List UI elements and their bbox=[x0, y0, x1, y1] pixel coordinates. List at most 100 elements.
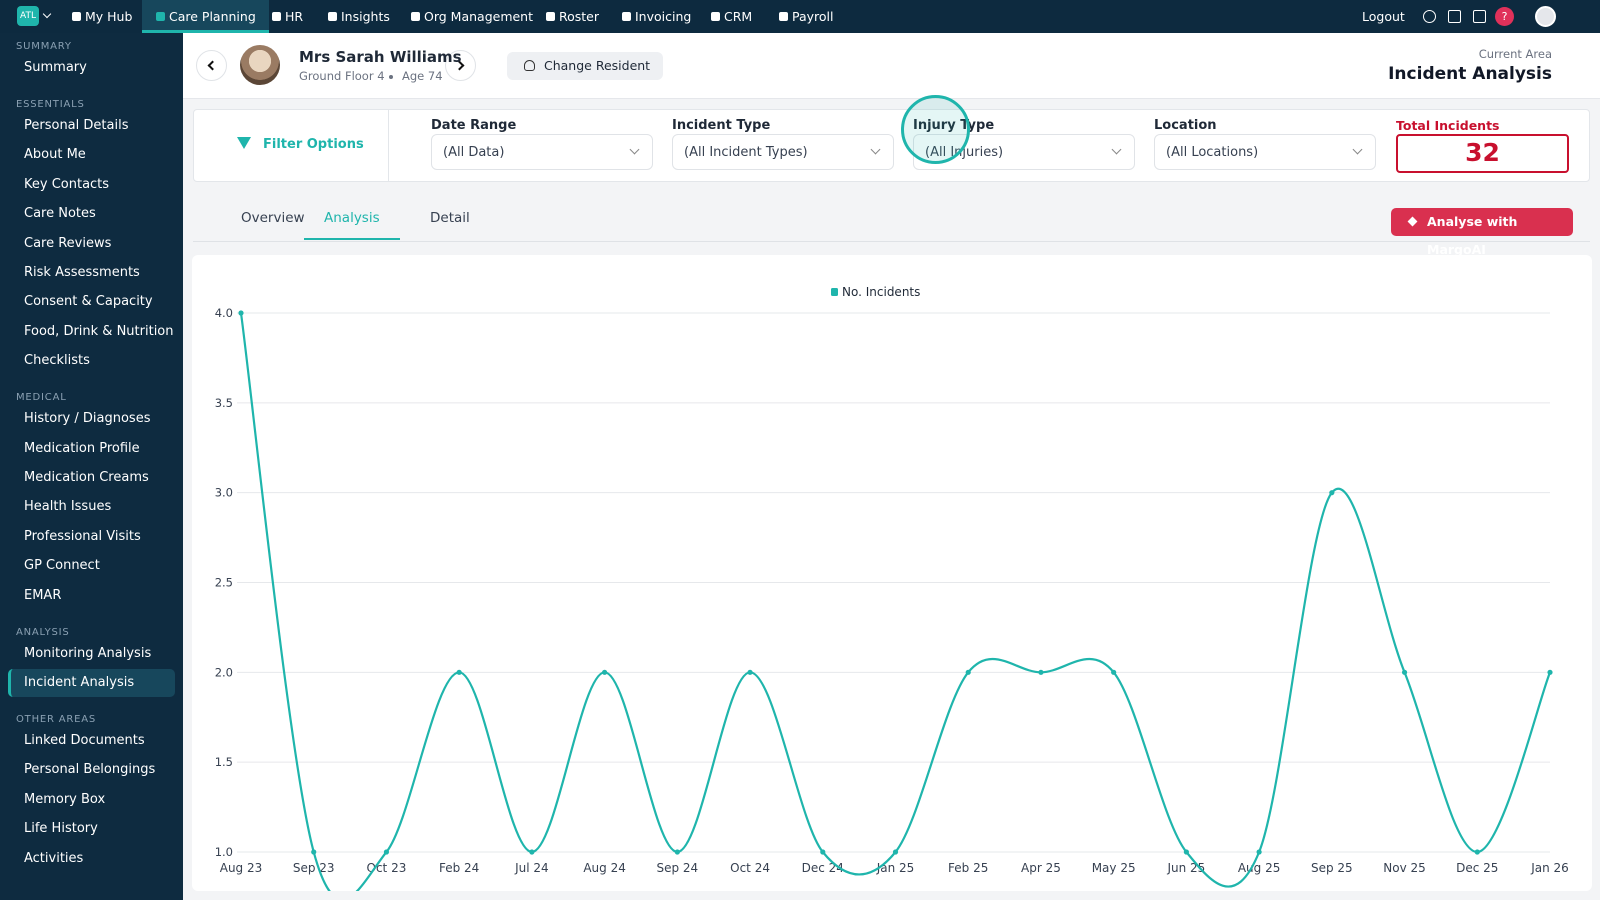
sidebar-item[interactable]: Monitoring Analysis bbox=[24, 645, 152, 661]
x-tick-label: Feb 24 bbox=[439, 861, 479, 875]
x-tick-label: Aug 23 bbox=[220, 861, 263, 875]
nav-item[interactable]: CRM bbox=[697, 0, 765, 33]
nav-item[interactable]: My Hub bbox=[58, 0, 145, 33]
sidebar-item[interactable]: Activities bbox=[24, 850, 84, 866]
header-bar bbox=[183, 33, 1600, 99]
sidebar-item[interactable]: Consent & Capacity bbox=[24, 294, 153, 310]
sidebar-item[interactable]: Medication Creams bbox=[24, 470, 149, 485]
change-resident-button[interactable]: Change Resident bbox=[507, 52, 663, 80]
select-caret bbox=[1111, 144, 1122, 155]
data-point bbox=[892, 849, 899, 855]
select-caret bbox=[629, 144, 640, 155]
filter-select[interactable]: (All Incident Types) bbox=[672, 134, 894, 170]
filter-options[interactable]: Filter Options bbox=[237, 137, 364, 152]
sidebar-item[interactable]: Linked Documents bbox=[24, 733, 145, 748]
sidebar-item[interactable]: Food, Drink & Nutrition bbox=[24, 323, 174, 339]
x-tick-label: Sep 23 bbox=[293, 861, 335, 875]
sidebar-item[interactable]: EMAR bbox=[24, 587, 62, 603]
user-avatar[interactable] bbox=[1535, 6, 1556, 27]
sidebar-item[interactable]: Key Contacts bbox=[24, 176, 110, 192]
sidebar-item[interactable]: Medication Profile bbox=[24, 440, 140, 456]
user-icon bbox=[524, 60, 535, 71]
nav-item[interactable]: Roster bbox=[532, 0, 612, 33]
nav-icon bbox=[411, 12, 420, 21]
nav-item[interactable]: HR bbox=[258, 0, 316, 33]
ai-button[interactable]: Analyse with MargoAI bbox=[1391, 208, 1573, 257]
nav-icon bbox=[72, 12, 81, 21]
area-title: Incident Analysis bbox=[1388, 64, 1552, 84]
sidebar-item[interactable]: Life History bbox=[24, 821, 98, 837]
tab[interactable]: Analysis bbox=[304, 210, 400, 240]
tab[interactable]: Detail bbox=[430, 210, 470, 226]
y-tick-label: 3.5 bbox=[215, 396, 233, 410]
nav-label: Care Planning bbox=[169, 9, 256, 24]
data-point bbox=[383, 849, 390, 855]
sidebar-item[interactable]: Risk Assessments bbox=[24, 265, 140, 280]
data-point bbox=[1329, 490, 1335, 496]
bullet bbox=[389, 75, 393, 79]
sidebar-item[interactable]: Personal Belongings bbox=[24, 762, 156, 778]
mail-icon[interactable] bbox=[1448, 10, 1461, 23]
logo[interactable]: ATL bbox=[17, 6, 39, 26]
nav-item[interactable]: Invoicing bbox=[608, 0, 704, 33]
tab[interactable]: Overview bbox=[241, 210, 305, 226]
legend-swatch bbox=[831, 288, 838, 296]
sidebar-item[interactable]: Care Reviews bbox=[24, 235, 112, 251]
filter-select[interactable]: (All Data) bbox=[431, 134, 653, 170]
section-title: SUMMARY bbox=[16, 41, 72, 52]
resident-age: Age 74 bbox=[402, 69, 443, 83]
nav-item[interactable]: Care Planning bbox=[142, 0, 269, 33]
x-tick-label: Oct 24 bbox=[730, 861, 770, 875]
help-button[interactable]: ? bbox=[1495, 7, 1514, 26]
sidebar-item[interactable]: History / Diagnoses bbox=[24, 411, 151, 427]
x-tick-label: Jan 26 bbox=[1530, 861, 1569, 875]
nav-label: CRM bbox=[724, 9, 753, 24]
y-tick-label: 2.0 bbox=[215, 665, 233, 679]
sidebar-item[interactable]: Personal Details bbox=[24, 118, 129, 133]
sidebar-item[interactable]: Checklists bbox=[24, 353, 90, 369]
search-icon[interactable] bbox=[1423, 10, 1436, 23]
nav-item[interactable]: Insights bbox=[314, 0, 403, 33]
nav-label: Invoicing bbox=[635, 9, 692, 24]
nav-icon bbox=[156, 12, 165, 21]
total-value: 32 bbox=[1396, 134, 1569, 173]
x-tick-label: Aug 24 bbox=[583, 861, 626, 875]
y-tick-label: 3.0 bbox=[215, 486, 233, 500]
x-tick-label: Feb 25 bbox=[948, 861, 988, 875]
forward-button[interactable] bbox=[445, 50, 476, 81]
area-label: Current Area bbox=[1478, 47, 1552, 61]
cursor-highlight bbox=[901, 95, 970, 164]
print-icon[interactable] bbox=[1473, 10, 1486, 23]
x-tick-label: Dec 25 bbox=[1456, 861, 1498, 875]
data-point bbox=[1547, 669, 1553, 675]
data-point bbox=[747, 669, 753, 675]
total-label: Total Incidents bbox=[1396, 118, 1500, 133]
section-title: MEDICAL bbox=[16, 392, 67, 404]
x-tick-label: Aug 25 bbox=[1238, 861, 1281, 875]
sidebar-item[interactable]: Incident Analysis bbox=[8, 669, 175, 697]
nav-label: Roster bbox=[559, 9, 600, 24]
filter-select[interactable]: (All Locations) bbox=[1154, 134, 1376, 170]
sidebar-item[interactable]: About Me bbox=[24, 147, 86, 163]
data-point bbox=[674, 849, 680, 855]
resident-location: Ground Floor 4 bbox=[299, 69, 385, 83]
nav-item[interactable]: Org Management bbox=[397, 0, 546, 33]
sidebar-item[interactable]: Memory Box bbox=[24, 791, 106, 807]
select-caret bbox=[870, 144, 881, 155]
nav-label: Payroll bbox=[792, 9, 834, 24]
data-point bbox=[1111, 669, 1117, 675]
back-button[interactable] bbox=[196, 50, 227, 81]
sidebar-item[interactable]: Care Notes bbox=[24, 206, 96, 222]
filter-divider bbox=[388, 110, 389, 181]
logout[interactable]: Logout bbox=[1362, 9, 1405, 24]
sidebar-item[interactable]: Summary bbox=[24, 60, 87, 75]
nav-item[interactable]: Payroll bbox=[765, 0, 847, 33]
sidebar-item[interactable]: Health Issues bbox=[24, 499, 112, 515]
x-tick-label: Nov 25 bbox=[1383, 861, 1426, 875]
filter-label: Location bbox=[1154, 118, 1217, 133]
sidebar-item[interactable]: GP Connect bbox=[24, 558, 100, 574]
tabs-rule bbox=[193, 241, 1590, 242]
series-line bbox=[239, 312, 1552, 900]
sidebar-item[interactable]: Professional Visits bbox=[24, 528, 141, 544]
data-point bbox=[311, 849, 317, 855]
